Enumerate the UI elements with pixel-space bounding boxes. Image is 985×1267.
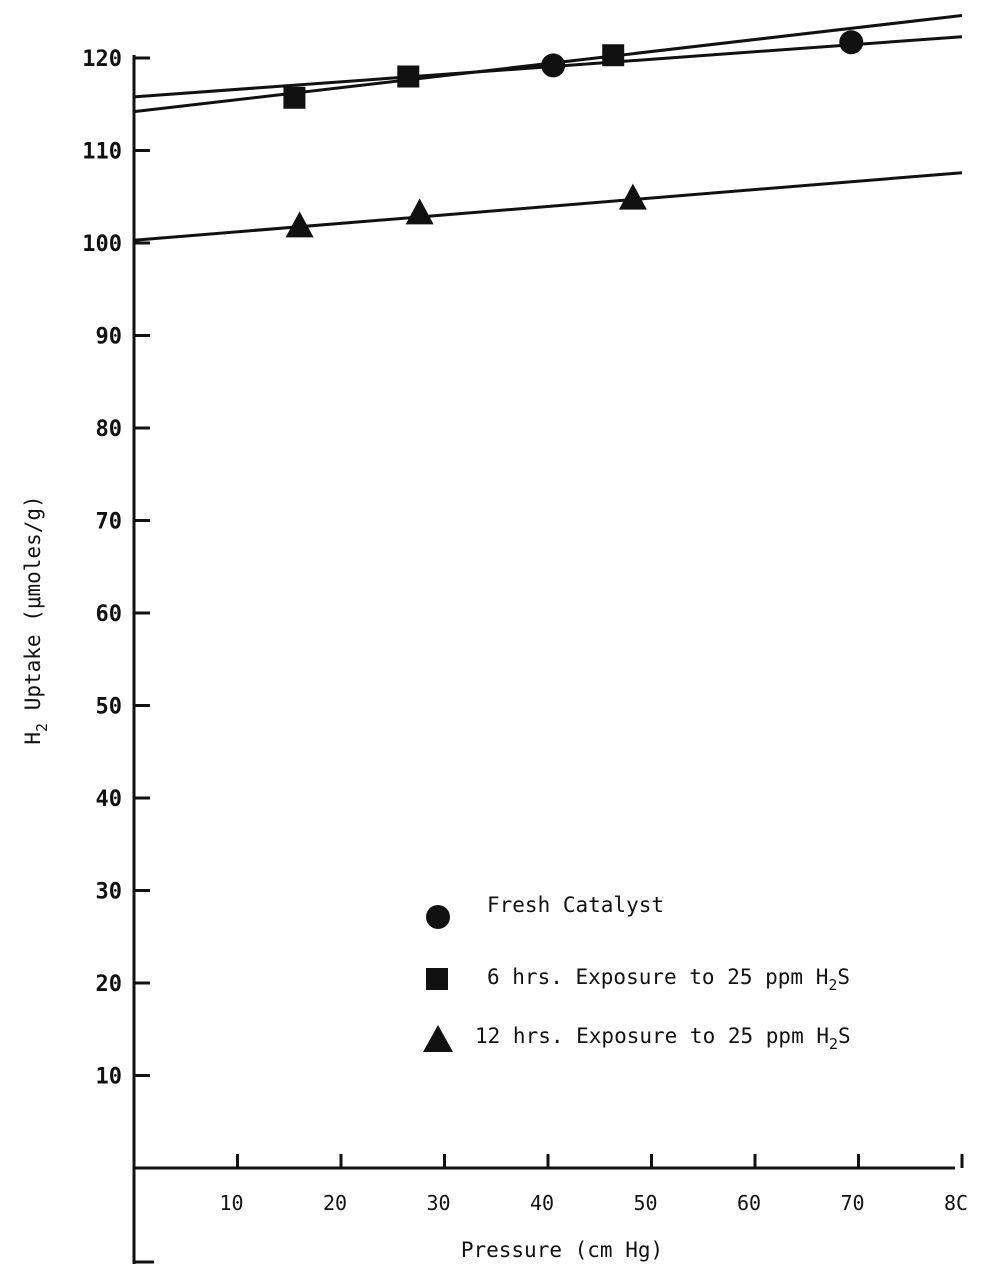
legend-marker-triangle — [423, 1025, 453, 1052]
y-tick-label: 100 — [82, 232, 122, 257]
x-tick-label: 40 — [530, 1191, 554, 1215]
legend-label-6hrs-sub: 2 — [828, 976, 837, 994]
data-point-square — [602, 44, 625, 67]
legend-item-12hrs: 12 hrs. Exposure to 25 ppm H2S — [423, 1024, 851, 1053]
x-tick-label: 60 — [737, 1191, 761, 1215]
series-fit-line — [133, 171, 963, 242]
legend-label-12hrs-end: S — [838, 1024, 851, 1048]
legend-label-fresh: Fresh Catalyst — [487, 893, 664, 917]
legend-marker-square — [426, 968, 448, 990]
y-axis-title-subscript: 2 — [33, 723, 51, 732]
data-point-triangle — [285, 211, 314, 238]
y-ticks: 10 20 30 40 50 60 70 80 90 100 110 120 — [82, 47, 150, 1090]
legend: Fresh Catalyst 6 hrs. Exposure to 25 ppm… — [423, 893, 851, 1053]
y-tick-label: 120 — [82, 47, 122, 72]
legend-label-12hrs-sub: 2 — [829, 1035, 838, 1053]
x-tick-label: 30 — [426, 1191, 450, 1215]
legend-marker-circle — [426, 905, 450, 929]
x-axis: 10 20 30 40 50 60 70 8C — [134, 1154, 968, 1215]
y-tick-label: 80 — [96, 417, 123, 442]
x-tick-label: 10 — [219, 1191, 243, 1215]
y-axis: 10 20 30 40 50 60 70 80 90 100 110 120 — [82, 47, 154, 1264]
data-point-circle — [839, 30, 864, 55]
fit-lines — [133, 13, 963, 242]
legend-label-12hrs-main: 12 hrs. Exposure to 25 ppm H — [475, 1024, 829, 1048]
y-axis-title: H2 Uptake (μmoles/g) — [21, 495, 51, 744]
data-markers — [283, 30, 864, 238]
data-point-triangle — [405, 198, 434, 225]
y-tick-label: 50 — [96, 695, 123, 720]
data-point-square — [283, 86, 306, 109]
data-point-square — [397, 65, 420, 88]
x-axis-title: Pressure (cm Hg) — [461, 1238, 663, 1262]
y-axis-title-h: H — [21, 732, 45, 745]
y-tick-label: 10 — [96, 1065, 123, 1090]
x-tick-label: 20 — [323, 1191, 347, 1215]
x-tick-label: 8C — [944, 1191, 968, 1215]
data-point-circle — [541, 53, 566, 78]
y-tick-label: 90 — [96, 325, 123, 350]
legend-item-6hrs: 6 hrs. Exposure to 25 ppm H2S — [426, 965, 850, 994]
y-axis-title-rest: Uptake (μmoles/g) — [21, 495, 45, 723]
data-point-triangle — [618, 183, 647, 210]
y-tick-label: 30 — [96, 880, 123, 905]
y-tick-label: 60 — [96, 602, 123, 627]
legend-label-6hrs: 6 hrs. Exposure to 25 ppm H2S — [487, 965, 850, 994]
x-tick-label: 70 — [840, 1191, 864, 1215]
legend-label-6hrs-main: 6 hrs. Exposure to 25 ppm H — [487, 965, 828, 989]
legend-label-6hrs-end: S — [837, 965, 850, 989]
y-tick-label: 110 — [82, 140, 122, 165]
y-tick-label: 40 — [96, 787, 123, 812]
legend-item-fresh: Fresh Catalyst — [426, 893, 664, 929]
x-ticks: 10 20 30 40 50 60 70 8C — [219, 1154, 968, 1215]
legend-label-12hrs: 12 hrs. Exposure to 25 ppm H2S — [475, 1024, 851, 1053]
y-tick-label: 70 — [96, 510, 123, 535]
y-tick-label: 20 — [96, 972, 123, 997]
x-tick-label: 50 — [633, 1191, 657, 1215]
